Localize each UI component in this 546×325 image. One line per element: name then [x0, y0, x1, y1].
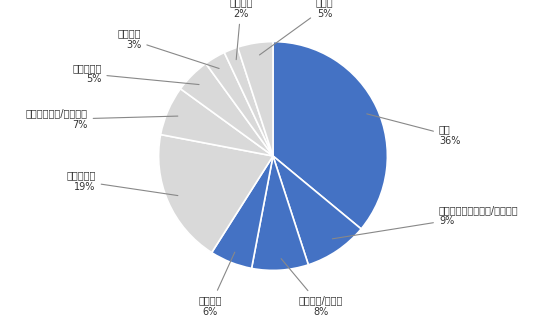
Text: 腐食疲労
6%: 腐食疲労 6%	[198, 252, 235, 317]
Wedge shape	[273, 42, 388, 229]
Text: 変形・座屈
5%: 変形・座屈 5%	[72, 63, 199, 84]
Wedge shape	[158, 135, 273, 253]
Wedge shape	[224, 47, 273, 156]
Wedge shape	[238, 42, 273, 156]
Wedge shape	[212, 156, 273, 268]
Text: 水素脇化
2%: 水素脇化 2%	[229, 0, 253, 59]
Text: クリープ
3%: クリープ 3%	[118, 29, 219, 69]
Text: フレッティング疲労/転動疲労
9%: フレッティング疲労/転動疲労 9%	[333, 205, 519, 239]
Text: 高温疲労/熱疲労
8%: 高温疲労/熱疲労 8%	[281, 259, 343, 317]
Wedge shape	[252, 156, 308, 270]
Text: 疲労
36%: 疲労 36%	[367, 114, 460, 146]
Wedge shape	[273, 156, 361, 265]
Text: 不安定破壊
19%: 不安定破壊 19%	[66, 170, 178, 196]
Wedge shape	[180, 63, 273, 156]
Wedge shape	[206, 53, 273, 156]
Wedge shape	[161, 89, 273, 156]
Text: その他
5%: その他 5%	[259, 0, 333, 55]
Text: 応力腐食割れ/遅れ破壊
7%: 応力腐食割れ/遅れ破壊 7%	[26, 109, 178, 130]
